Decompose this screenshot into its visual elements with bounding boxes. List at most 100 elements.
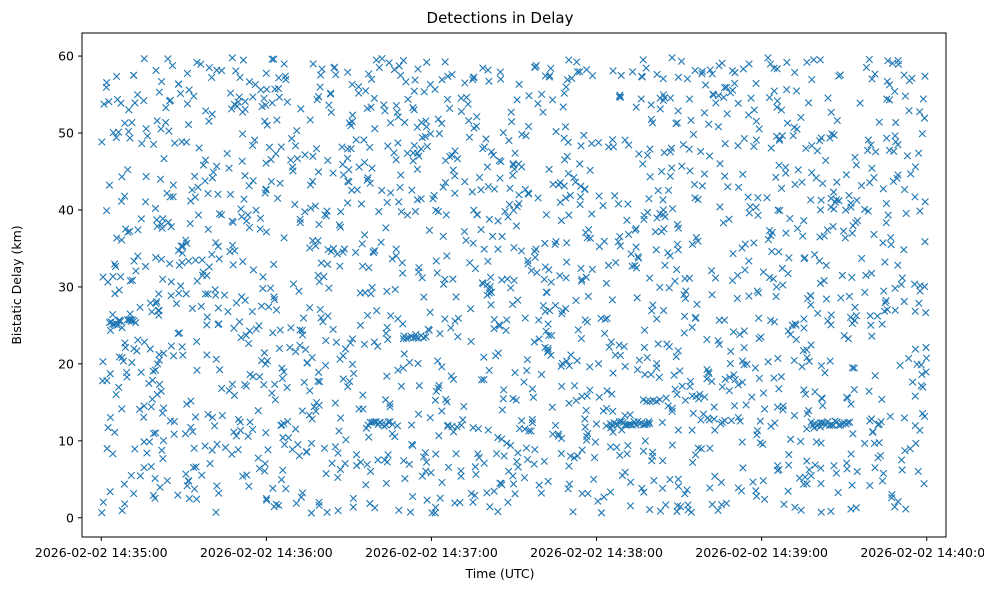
data-point (701, 81, 710, 89)
data-point (142, 172, 150, 181)
data-point (311, 242, 320, 250)
data-point (186, 219, 194, 228)
data-point (616, 451, 624, 460)
data-point (164, 218, 173, 226)
data-point (597, 314, 605, 323)
data-point (900, 185, 909, 194)
data-point (557, 382, 566, 390)
data-point (213, 66, 221, 74)
data-point (748, 393, 756, 401)
data-point (449, 275, 457, 283)
data-point (269, 329, 277, 337)
data-point (764, 235, 773, 244)
data-point (368, 283, 376, 292)
data-point (245, 182, 253, 190)
data-point (534, 316, 543, 324)
data-point (271, 380, 279, 389)
data-point (230, 428, 238, 436)
data-point (624, 230, 633, 239)
data-point (297, 105, 305, 113)
data-point (848, 319, 857, 328)
data-point (534, 194, 542, 202)
data-point (689, 130, 698, 139)
data-point (203, 321, 211, 329)
data-point (306, 387, 314, 395)
data-point (374, 456, 382, 464)
data-point (413, 165, 422, 173)
data-point (699, 410, 708, 418)
data-point (151, 204, 160, 213)
data-point (468, 188, 476, 196)
data-point (316, 305, 324, 314)
data-point (548, 96, 557, 104)
data-point (795, 474, 804, 482)
data-point (267, 177, 276, 186)
data-point (842, 171, 851, 179)
data-point (464, 116, 473, 125)
data-point (577, 277, 586, 285)
data-point (503, 439, 511, 447)
data-point (484, 66, 492, 74)
data-point (730, 79, 739, 88)
data-point (223, 149, 231, 158)
data-point (566, 452, 575, 460)
data-point (471, 463, 479, 471)
data-point (741, 266, 749, 274)
data-point (118, 353, 126, 362)
data-point (714, 337, 722, 345)
data-point (604, 143, 613, 151)
data-point (691, 66, 699, 75)
data-point (645, 419, 654, 428)
data-point (151, 429, 160, 437)
data-point (167, 222, 175, 231)
data-point (322, 336, 330, 345)
data-point (767, 144, 775, 152)
data-point (626, 502, 635, 510)
data-point (296, 326, 304, 334)
data-point (438, 478, 446, 487)
data-point (608, 407, 617, 416)
data-point (656, 283, 664, 292)
data-point (489, 151, 498, 159)
data-point (865, 55, 874, 64)
data-point (322, 470, 330, 478)
data-point (230, 324, 238, 332)
data-point (214, 190, 222, 199)
data-point (810, 56, 818, 64)
data-point (557, 216, 566, 225)
data-point (445, 104, 454, 113)
data-point (609, 428, 617, 436)
data-point (842, 459, 851, 467)
data-point (129, 71, 138, 79)
data-point (315, 498, 323, 506)
data-point (806, 292, 815, 300)
data-point (807, 301, 815, 309)
data-point (545, 331, 553, 340)
data-point (339, 248, 347, 256)
data-point (176, 89, 185, 98)
data-point (169, 181, 178, 189)
data-point (658, 457, 667, 465)
data-point (136, 472, 145, 480)
data-point (581, 415, 589, 423)
data-point (324, 156, 332, 165)
data-point (666, 94, 675, 102)
data-point (510, 243, 518, 252)
data-point (241, 172, 249, 180)
data-point (368, 164, 376, 172)
data-point (106, 326, 115, 335)
data-point (578, 489, 586, 498)
data-point (582, 406, 590, 415)
data-point (844, 334, 853, 343)
data-point (711, 426, 719, 434)
data-point (375, 207, 383, 216)
data-point (353, 461, 361, 470)
data-point (386, 189, 395, 197)
data-point (581, 228, 590, 237)
data-point (217, 211, 226, 219)
data-point (324, 246, 332, 254)
data-point (268, 389, 276, 397)
data-point (362, 481, 370, 489)
data-point (710, 415, 718, 423)
data-point (149, 429, 158, 438)
